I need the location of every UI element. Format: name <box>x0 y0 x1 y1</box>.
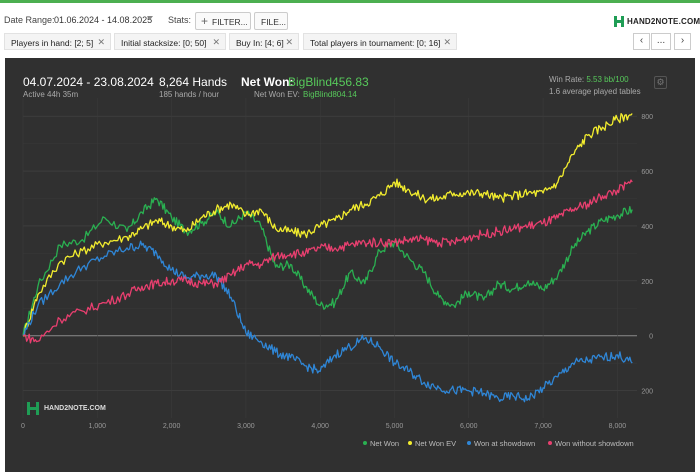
legend-net-won[interactable]: Net Won <box>363 439 399 448</box>
filter-chip-label: Buy In: [4; 6] <box>236 38 284 48</box>
x-tick-label: 2,000 <box>163 423 181 430</box>
toolbar: Date Range: 01.06.2024 - 14.08.2025 Stat… <box>0 3 700 30</box>
y-tick-label: 800 <box>641 114 653 121</box>
gear-icon[interactable]: ⚙ <box>654 76 667 89</box>
net-won-ev-value: BigBlind804.14 <box>303 90 357 99</box>
plus-icon: + <box>201 14 209 28</box>
win-rate-value: 5.53 bb/100 <box>586 75 629 84</box>
series-line-won-at-showdown <box>22 240 633 403</box>
average-tables: 1.6 average played tables <box>549 87 641 96</box>
filter-chip-label: Players in hand: [2; 5] <box>11 38 94 48</box>
legend-net-won-ev[interactable]: Net Won EV <box>408 439 456 448</box>
more-button[interactable]: ... <box>651 33 671 50</box>
y-tick-label: 200 <box>641 389 653 396</box>
watermark: HAND2NOTE.COM <box>27 402 117 416</box>
legend-label: Net Won EV <box>415 439 457 448</box>
y-tick-label: 0 <box>649 334 653 341</box>
date-range-select[interactable]: 01.06.2024 - 14.08.2025 <box>54 15 153 25</box>
watermark-text: HAND2NOTE.COM <box>44 405 106 412</box>
x-tick-label: 7,000 <box>534 423 552 430</box>
filter-chip-label: Total players in tournament: [0; 16] <box>310 38 441 48</box>
summary-hands-per-hour: 185 hands / hour <box>159 90 220 99</box>
hand2note-logo-icon <box>614 16 624 27</box>
top-accent-bar <box>0 0 700 3</box>
close-icon[interactable]: ✕ <box>285 37 293 47</box>
x-tick-label: 8,000 <box>609 423 627 430</box>
y-tick-label: 400 <box>641 224 653 231</box>
filter-chip-initial-stacksize[interactable]: Initial stacksize: [0; 50] ✕ <box>114 33 226 50</box>
filter-button[interactable]: + FILTER... <box>195 12 251 30</box>
winnings-chart: 800 600 400 200 0 200 0 1,000 2,000 3,000 4,000 5,0… <box>21 98 653 430</box>
legend-won-at-showdown[interactable]: Won at showdown <box>467 439 535 448</box>
summary-date-range: 04.07.2024 - 23.08.2024 <box>23 75 154 89</box>
x-tick-label: 3,000 <box>237 423 255 430</box>
chevron-right-icon[interactable]: › <box>674 33 691 50</box>
filter-chip-total-players[interactable]: Total players in tournament: [0; 16] ✕ <box>303 33 457 50</box>
x-tick-label: 1,000 <box>89 423 107 430</box>
chevron-left-icon[interactable]: ‹ <box>633 33 650 50</box>
logo: HAND2NOTE.COM <box>614 16 700 28</box>
summary-active-time: Active 44h 35m <box>23 90 79 99</box>
legend-label: Net Won <box>370 439 400 448</box>
win-rate-label: Win Rate: <box>549 75 585 84</box>
filter-chips-bar: Players in hand: [2; 5] ✕ Initial stacks… <box>0 31 700 53</box>
filter-chip-buy-in[interactable]: Buy In: [4; 6] ✕ <box>229 33 299 50</box>
net-won-label: Net Won: <box>241 75 294 89</box>
logo-text: HAND2NOTE.COM <box>627 17 700 26</box>
filter-chip-players-in-hand[interactable]: Players in hand: [2; 5] ✕ <box>4 33 111 50</box>
y-tick-label: 200 <box>641 279 653 286</box>
x-tick-label: 5,000 <box>386 423 404 430</box>
x-tick-label: 0 <box>21 423 25 430</box>
legend-label: Won without showdown <box>555 439 634 448</box>
legend-won-without-showdown[interactable]: Won without showdown <box>548 439 634 448</box>
summary-hands: 8,264 Hands <box>159 75 228 89</box>
close-icon[interactable]: ✕ <box>212 37 220 47</box>
legend-label: Won at showdown <box>474 439 536 448</box>
win-rate: Win Rate: 5.53 bb/100 <box>549 75 629 84</box>
close-icon[interactable]: ✕ <box>97 37 105 47</box>
file-button[interactable]: FILE... <box>254 12 288 30</box>
close-icon[interactable]: ✕ <box>443 37 451 47</box>
filter-button-label: FILTER... <box>212 17 248 27</box>
net-won-ev-label: Net Won EV: <box>254 90 300 99</box>
x-tick-label: 6,000 <box>460 423 478 430</box>
hand2note-logo-icon <box>27 402 39 415</box>
series-line-won-without-showdown <box>22 179 633 344</box>
net-won-value: BigBlind456.83 <box>288 75 369 89</box>
file-button-label: FILE... <box>261 17 287 27</box>
stats-label: Stats: <box>168 15 192 25</box>
series-line-net-won-ev <box>22 112 633 337</box>
date-range-label: Date Range: <box>4 15 55 25</box>
series-line-net-won <box>22 197 633 336</box>
graph-panel: 800 600 400 200 0 200 0 1,000 2,000 3,000 4,000 5,0… <box>5 58 695 472</box>
chevron-down-icon[interactable] <box>147 16 153 20</box>
x-tick-label: 4,000 <box>311 423 329 430</box>
y-tick-label: 600 <box>641 169 653 176</box>
filter-chip-label: Initial stacksize: [0; 50] <box>121 38 207 48</box>
